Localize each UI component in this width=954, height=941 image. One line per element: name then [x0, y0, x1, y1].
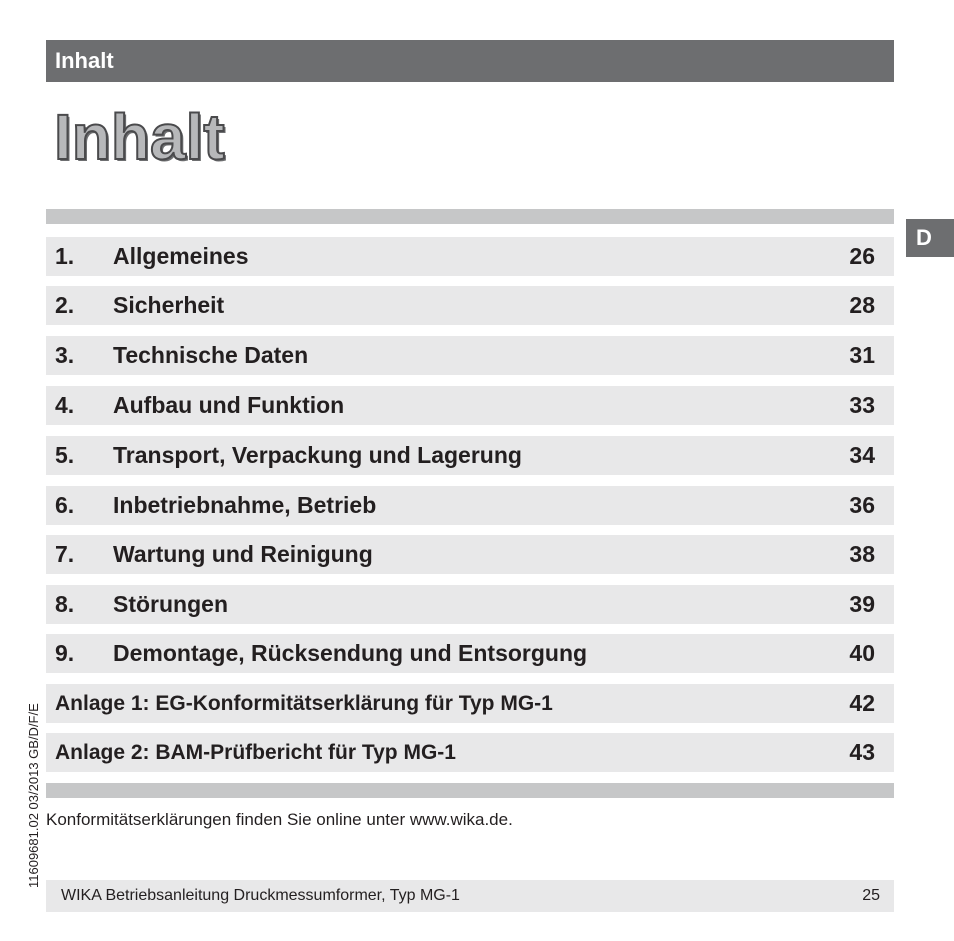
document-code: 11609681.02 03/2013 GB/D/F/E: [26, 703, 41, 888]
toc-annex-title: Anlage 1: EG-Konformitätserklärung für T…: [55, 692, 553, 715]
toc-entry-title: Störungen: [113, 591, 228, 617]
toc-entry-number: 3.: [55, 342, 75, 368]
toc-annex-entry[interactable]: Anlage 2: BAM-Prüfbericht für Typ MG-1 4…: [46, 733, 894, 772]
toc-entry[interactable]: 4. Aufbau und Funktion 33: [46, 386, 894, 425]
toc-entry-title: Wartung und Reinigung: [113, 541, 373, 567]
toc-entry-number: 5.: [55, 442, 75, 468]
toc-entry-page: 38: [849, 541, 875, 567]
conformity-note: Konformitätserklärungen finden Sie onlin…: [46, 810, 513, 829]
toc-top-divider: [46, 209, 894, 224]
toc-entry[interactable]: 3. Technische Daten 31: [46, 336, 894, 375]
toc-entry-page: 40: [849, 640, 875, 666]
toc-entry-page: 34: [849, 442, 875, 468]
toc-entry-number: 6.: [55, 492, 75, 518]
toc-entry[interactable]: 6. Inbetriebnahme, Betrieb 36: [46, 486, 894, 525]
toc-entry[interactable]: 8. Störungen 39: [46, 585, 894, 624]
toc-entry-title: Technische Daten: [113, 342, 309, 368]
page-title: Inhalt: [53, 100, 226, 174]
toc-entry-page: 26: [849, 243, 875, 269]
footer-text: WIKA Betriebsanleitung Druckmessumformer…: [61, 887, 460, 904]
toc-entry-number: 2.: [55, 292, 75, 318]
toc-entry[interactable]: 9. Demontage, Rücksendung und Entsorgung…: [46, 634, 894, 673]
toc-annex-page: 42: [849, 690, 875, 716]
toc-entry-number: 8.: [55, 591, 75, 617]
toc-entry-page: 39: [849, 591, 875, 617]
section-header-label: Inhalt: [55, 48, 114, 73]
section-header-bar: Inhalt: [46, 40, 894, 82]
toc-entry-number: 7.: [55, 541, 75, 567]
toc-annex-entry[interactable]: Anlage 1: EG-Konformitätserklärung für T…: [46, 684, 894, 723]
toc-annex-title: Anlage 2: BAM-Prüfbericht für Typ MG-1: [55, 741, 456, 764]
toc-entry-page: 36: [849, 492, 875, 518]
toc-entry[interactable]: 1. Allgemeines 26: [46, 237, 894, 276]
toc-entry-title: Sicherheit: [113, 292, 225, 318]
toc-entry-page: 33: [849, 392, 875, 418]
toc-entry-title: Transport, Verpackung und Lagerung: [113, 442, 522, 468]
toc-entry-title: Demontage, Rücksendung und Entsorgung: [113, 640, 588, 666]
toc-entry[interactable]: 2. Sicherheit 28: [46, 286, 894, 325]
toc-entry-title: Allgemeines: [113, 243, 249, 269]
toc-entry[interactable]: 5. Transport, Verpackung und Lagerung 34: [46, 436, 894, 475]
toc-entry-number: 4.: [55, 392, 75, 418]
toc-entry-number: 1.: [55, 243, 75, 269]
toc-entry-title: Aufbau und Funktion: [113, 392, 345, 418]
toc-entry-number: 9.: [55, 640, 75, 666]
language-tab: D: [906, 219, 954, 257]
toc-entry-page: 31: [849, 342, 875, 368]
toc-entry-page: 28: [849, 292, 875, 318]
page-footer: WIKA Betriebsanleitung Druckmessumformer…: [46, 880, 894, 912]
footer-page-number: 25: [862, 887, 880, 904]
toc-bottom-divider: [46, 783, 894, 798]
toc-annex-page: 43: [849, 739, 875, 765]
toc-entry[interactable]: 7. Wartung und Reinigung 38: [46, 535, 894, 574]
toc-entry-title: Inbetriebnahme, Betrieb: [113, 492, 377, 518]
